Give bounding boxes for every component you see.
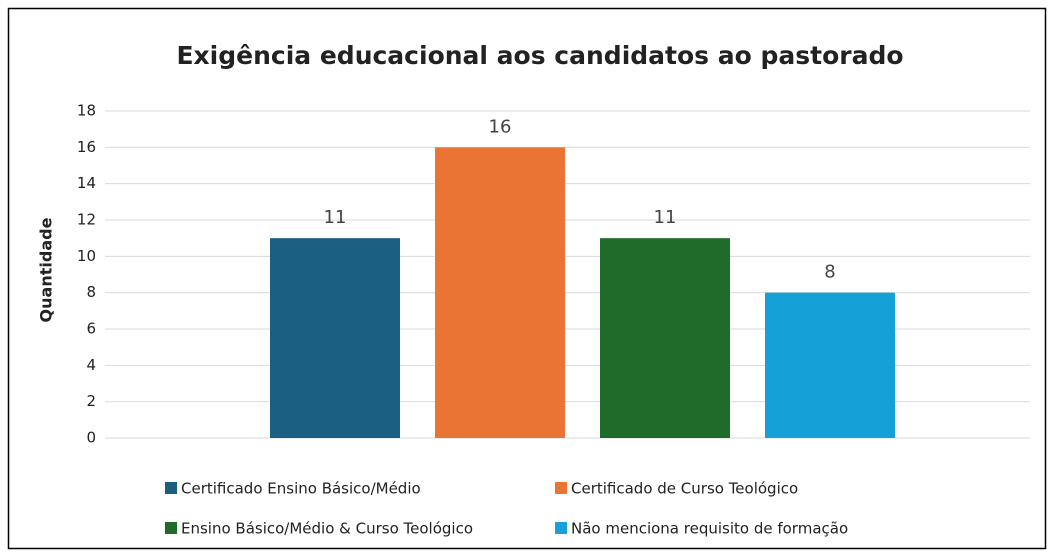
bar [765, 292, 895, 438]
y-tick-label: 2 [86, 392, 96, 410]
y-tick-label: 18 [77, 102, 96, 120]
legend-swatch [165, 482, 177, 494]
bar [435, 147, 565, 439]
legend-swatch [555, 522, 567, 534]
y-tick-label: 8 [86, 283, 96, 301]
data-label: 16 [489, 116, 512, 137]
legend-label: Ensino Básico/Médio & Curso Teológico [181, 520, 473, 538]
y-tick-label: 6 [86, 320, 96, 338]
y-tick-label: 0 [86, 429, 96, 447]
y-tick-label: 14 [77, 174, 96, 192]
chart-title: Exigência educacional aos candidatos ao … [176, 41, 903, 70]
legend-label: Não menciona requisito de formação [571, 520, 848, 538]
data-label: 8 [824, 262, 835, 283]
y-tick-label: 10 [77, 247, 96, 265]
y-tick-label: 12 [77, 211, 96, 229]
y-tick-label: 4 [86, 356, 96, 374]
y-tick-label: 16 [77, 138, 96, 156]
legend-label: Certificado Ensino Básico/Médio [181, 480, 421, 498]
bar [600, 238, 730, 438]
legend-swatch [165, 522, 177, 534]
legend-label: Certificado de Curso Teológico [571, 480, 798, 498]
bar [270, 238, 400, 438]
y-axis-label: Quantidade [37, 217, 56, 322]
legend-swatch [555, 482, 567, 494]
data-label: 11 [654, 207, 677, 228]
data-label: 11 [324, 207, 347, 228]
